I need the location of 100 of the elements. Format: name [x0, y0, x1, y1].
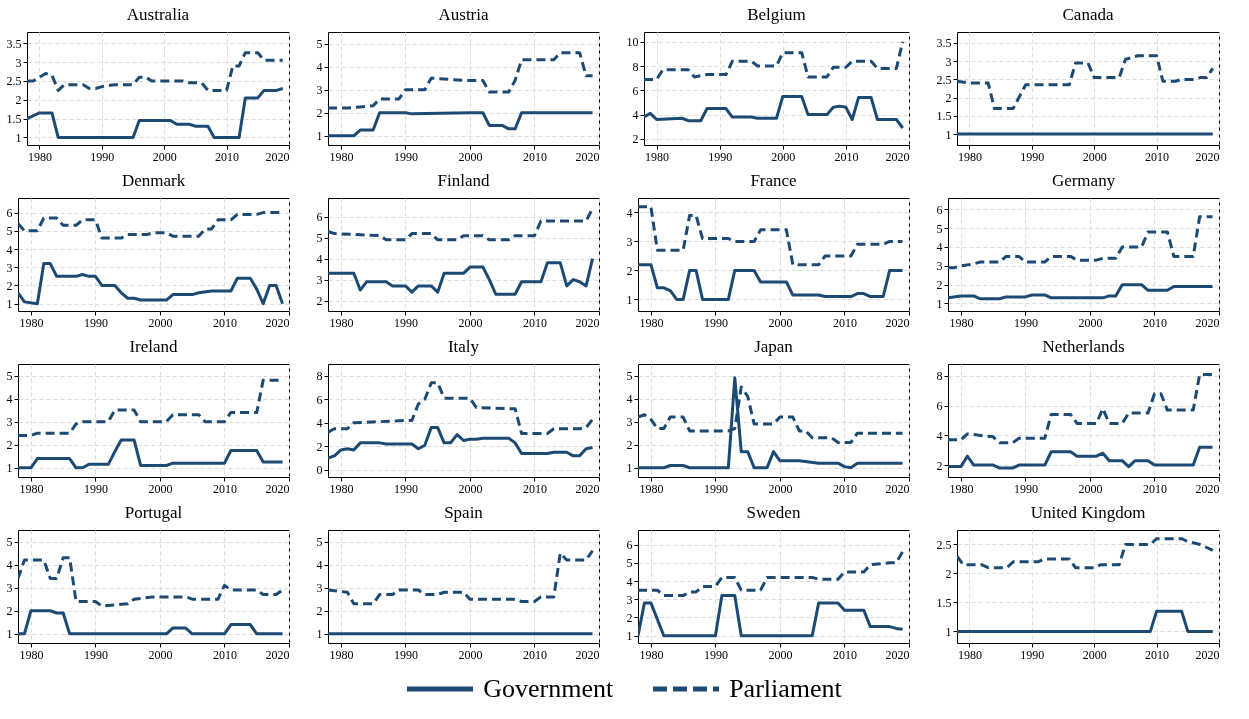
x-tick-label: 1990 [703, 647, 728, 662]
x-tick-label: 1990 [393, 149, 418, 164]
x-tick-label: 2010 [832, 647, 857, 662]
y-tick-label: 1 [945, 127, 952, 142]
x-tick-label: 2020 [1195, 647, 1220, 662]
x-tick-label: 2000 [1078, 481, 1103, 496]
x-tick-label: 1980 [639, 315, 664, 330]
y-tick-label: 5 [626, 369, 633, 384]
line-series [18, 609, 285, 636]
x-tick-label: 2000 [152, 149, 177, 164]
y-tick-label: 2 [936, 278, 943, 293]
line-series [18, 556, 285, 608]
line-series [18, 438, 285, 470]
y-tick-label: 4 [936, 240, 943, 255]
x-tick-label: 2020 [885, 315, 910, 330]
y-tick-label: 5 [936, 221, 943, 236]
chart-title: France [750, 171, 797, 190]
x-tick-label: 1990 [703, 481, 728, 496]
line-series [948, 215, 1215, 270]
x-tick-label: 1980 [645, 149, 670, 164]
line-series [638, 594, 905, 638]
y-tick-label: 2 [6, 604, 13, 619]
y-tick-label: 2 [6, 278, 13, 293]
x-tick-label: 2000 [771, 149, 796, 164]
line-series [638, 376, 905, 470]
y-tick-label: 4 [6, 558, 13, 573]
y-tick-label: 1.5 [936, 595, 952, 610]
x-tick-label: 1990 [1013, 481, 1038, 496]
line-series [328, 549, 595, 606]
x-tick-label: 2000 [458, 481, 483, 496]
x-tick-label: 2020 [575, 315, 600, 330]
x-tick-label: 2000 [148, 315, 173, 330]
y-tick-label: 1 [626, 629, 633, 644]
y-tick-label: 2 [626, 610, 633, 625]
x-tick-label: 1990 [393, 647, 418, 662]
y-tick-label: 1 [626, 292, 633, 307]
x-tick-label: 1980 [639, 481, 664, 496]
y-tick-label: 2 [626, 263, 633, 278]
x-tick-label: 2010 [834, 149, 859, 164]
y-tick-label: 3 [626, 592, 633, 607]
y-tick-label: 1 [626, 461, 633, 476]
y-tick-label: 5 [316, 37, 323, 52]
y-tick-label: 3 [626, 415, 633, 430]
line-series [638, 550, 905, 598]
y-tick-label: 6 [316, 210, 323, 225]
y-tick-label: 4 [936, 428, 943, 443]
y-tick-label: 1 [316, 627, 323, 642]
x-tick-label: 2010 [212, 647, 237, 662]
chart-title: Spain [444, 503, 484, 522]
chart-title: Belgium [747, 5, 806, 24]
y-tick-label: 2 [316, 294, 323, 309]
y-tick-label: 2.5 [936, 72, 952, 87]
x-tick-label: 1990 [83, 647, 108, 662]
x-tick-label: 1980 [957, 149, 982, 164]
chart-title: Ireland [129, 337, 179, 356]
x-tick-label: 2000 [458, 315, 483, 330]
y-tick-label: 4 [6, 392, 13, 407]
x-tick-label: 1980 [19, 315, 44, 330]
chart-title: Finland [437, 171, 490, 190]
x-tick-label: 1990 [393, 315, 418, 330]
y-tick-label: 3.5 [936, 36, 952, 51]
y-tick-label: 1.5 [6, 112, 22, 127]
y-tick-label: 3 [316, 83, 323, 98]
x-tick-label: 2010 [212, 481, 237, 496]
y-tick-label: 8 [936, 369, 943, 384]
y-tick-label: 4 [626, 392, 633, 407]
legend-label: Parliament [729, 674, 842, 704]
x-tick-label: 1990 [393, 481, 418, 496]
y-tick-label: 2 [6, 438, 13, 453]
x-tick-label: 1990 [1013, 315, 1038, 330]
x-tick-label: 1980 [329, 149, 354, 164]
y-tick-label: 4 [626, 574, 633, 589]
x-tick-label: 2020 [885, 481, 910, 496]
y-tick-label: 2 [316, 106, 323, 121]
y-tick-label: 5 [316, 231, 323, 246]
x-tick-label: 2000 [458, 149, 483, 164]
line-series [328, 426, 595, 460]
y-tick-label: 1 [316, 129, 323, 144]
x-tick-label: 2010 [1142, 315, 1167, 330]
y-tick-label: 2 [316, 604, 323, 619]
x-tick-label: 2000 [458, 647, 483, 662]
x-tick-label: 2010 [212, 315, 237, 330]
x-tick-label: 2020 [1195, 149, 1220, 164]
x-tick-label: 2010 [522, 481, 547, 496]
line-series [948, 283, 1215, 301]
y-tick-label: 5 [6, 369, 13, 384]
line-series [644, 40, 905, 81]
x-tick-label: 2010 [1142, 481, 1167, 496]
line-series [27, 87, 285, 139]
x-tick-label: 2010 [522, 149, 547, 164]
x-tick-label: 2020 [1195, 481, 1220, 496]
x-tick-label: 2000 [1082, 647, 1107, 662]
y-tick-label: 1 [945, 624, 952, 639]
x-tick-label: 2010 [1145, 149, 1170, 164]
x-tick-label: 2020 [575, 481, 600, 496]
y-tick-label: 3 [316, 273, 323, 288]
line-series [948, 372, 1215, 445]
line-series [18, 262, 285, 306]
y-tick-label: 3 [15, 55, 22, 70]
x-tick-label: 2020 [885, 647, 910, 662]
